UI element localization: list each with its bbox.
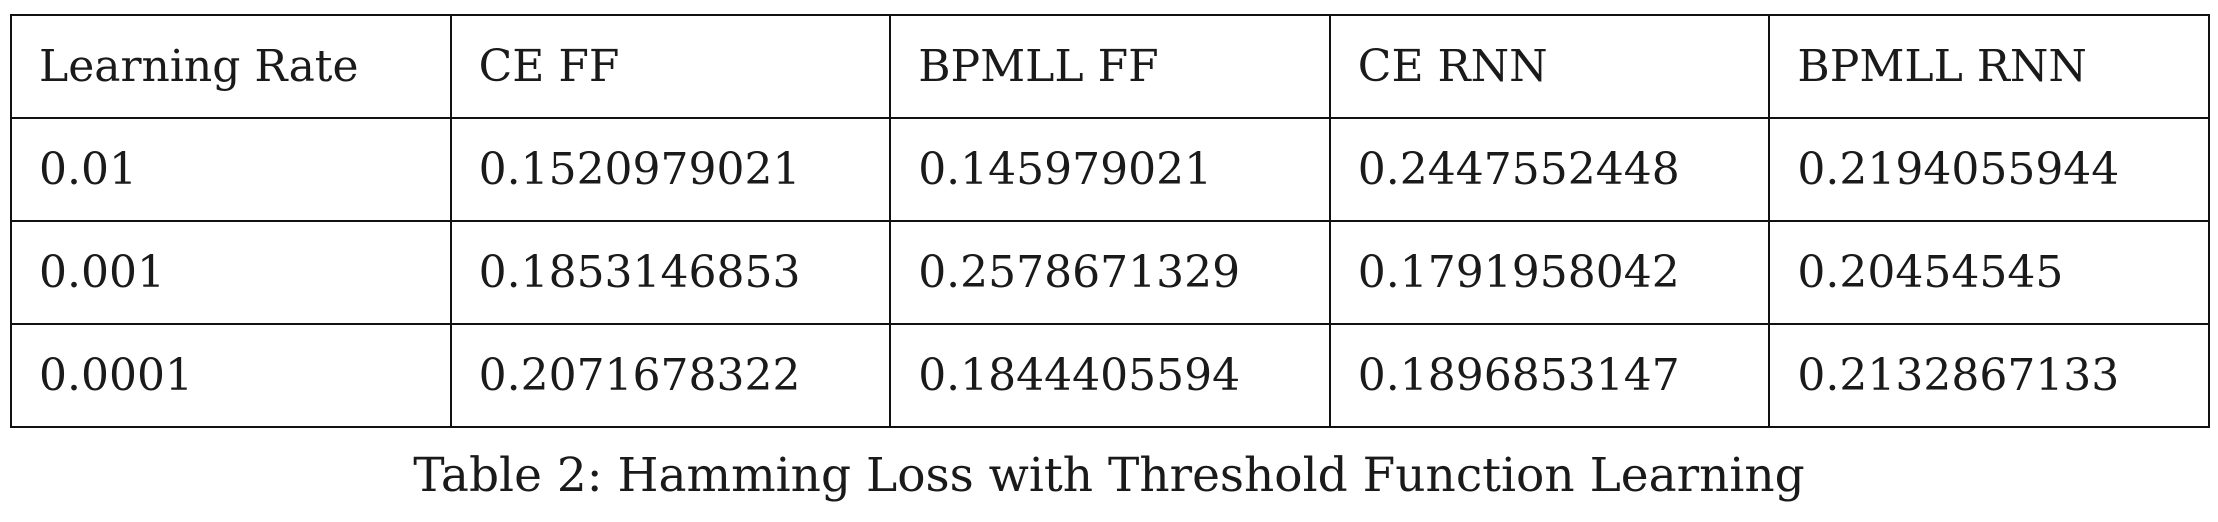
table-row: 0.0001 0.2071678322 0.1844405594 0.18968…: [10, 323, 2210, 428]
table-cell: 0.01: [10, 117, 452, 222]
header-bpmll-rnn: BPMLL RNN: [1768, 14, 2210, 119]
table-cell: 0.1791958042: [1328, 220, 1771, 325]
table-cell: 0.1844405594: [889, 323, 1331, 428]
header-ce-ff: CE FF: [449, 14, 892, 119]
table-cell: 0.1853146853: [449, 220, 892, 325]
table-cell: 0.2071678322: [449, 323, 892, 428]
results-table-container: Learning Rate CE FF BPMLL FF CE RNN BPML…: [10, 14, 2210, 428]
table-cell: 0.0001: [10, 323, 452, 428]
hamming-loss-table: Learning Rate CE FF BPMLL FF CE RNN BPML…: [10, 14, 2210, 428]
header-bpmll-ff: BPMLL FF: [889, 14, 1331, 119]
table-row: 0.01 0.1520979021 0.145979021 0.24475524…: [10, 117, 2210, 222]
table-cell: 0.20454545: [1768, 220, 2210, 325]
table-cell: 0.001: [10, 220, 452, 325]
table-cell: 0.2132867133: [1768, 323, 2210, 428]
table-caption: Table 2: Hamming Loss with Threshold Fun…: [413, 448, 1805, 503]
table-cell: 0.2447552448: [1328, 117, 1771, 222]
table-cell: 0.1896853147: [1328, 323, 1771, 428]
table-row: 0.001 0.1853146853 0.2578671329 0.179195…: [10, 220, 2210, 325]
table-cell: 0.2194055944: [1768, 117, 2210, 222]
table-header-row: Learning Rate CE FF BPMLL FF CE RNN BPML…: [10, 14, 2210, 119]
header-ce-rnn: CE RNN: [1328, 14, 1771, 119]
table-cell: 0.145979021: [889, 117, 1331, 222]
table-cell: 0.2578671329: [889, 220, 1331, 325]
header-learning-rate: Learning Rate: [10, 14, 452, 119]
table-cell: 0.1520979021: [449, 117, 892, 222]
